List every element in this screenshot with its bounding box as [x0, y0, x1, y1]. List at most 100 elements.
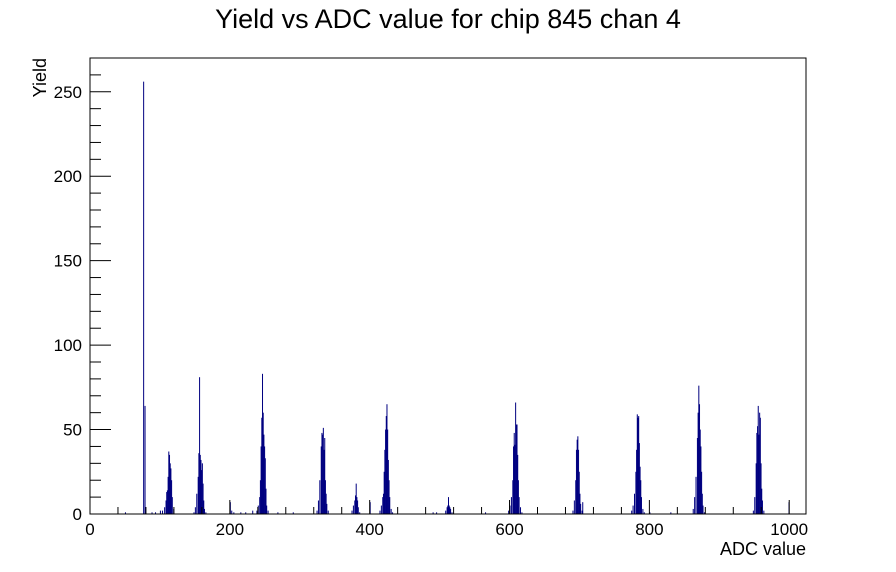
histogram-bar — [513, 446, 515, 514]
histogram-bar — [649, 512, 651, 514]
histogram-bar — [357, 507, 359, 514]
histogram-bar — [696, 438, 698, 514]
histogram-bar — [758, 434, 760, 514]
histogram-bar — [577, 436, 579, 514]
histogram-bar — [265, 488, 267, 514]
histogram-bar — [759, 417, 761, 514]
histogram-bar — [201, 470, 203, 514]
histogram-bar — [164, 507, 166, 514]
plot-frame — [89, 57, 807, 515]
x-tick-label: 200 — [216, 520, 244, 539]
histogram-bar — [292, 512, 294, 514]
histogram-bar — [231, 510, 233, 514]
histogram-bar — [266, 505, 268, 514]
histogram-bar — [264, 446, 266, 514]
histogram-bar — [450, 508, 452, 514]
histogram-bar — [252, 510, 254, 514]
histogram-bar — [694, 497, 696, 514]
histogram-bar — [632, 505, 634, 514]
histogram-bar — [169, 454, 171, 514]
histogram-bar — [521, 512, 523, 514]
histogram-bar — [319, 480, 321, 514]
histogram-bar — [448, 505, 450, 514]
histogram-bar — [262, 412, 264, 514]
histogram-bar — [692, 508, 694, 514]
histogram-bar — [510, 497, 512, 514]
histogram-bar — [633, 493, 635, 514]
histogram-bar — [385, 416, 387, 514]
histogram-bar — [166, 492, 168, 514]
histogram-bar — [327, 510, 329, 514]
histogram-bar — [380, 505, 382, 514]
histogram-bar — [386, 404, 388, 514]
histogram-bar — [261, 417, 263, 514]
histogram-bar — [449, 507, 451, 514]
histogram-bar — [356, 497, 358, 514]
histogram-bar — [352, 505, 354, 514]
histogram-bar — [643, 512, 645, 514]
histogram-bar — [515, 402, 517, 514]
histogram-bar — [200, 459, 202, 514]
histogram-bar — [320, 446, 322, 514]
histogram-bar — [485, 512, 487, 514]
x-tick-label: 400 — [356, 520, 384, 539]
histogram-bar — [575, 480, 577, 514]
histogram-bar — [763, 510, 765, 514]
histogram-bar — [580, 503, 582, 514]
histogram-bar — [756, 432, 758, 514]
histogram-bar — [701, 493, 703, 514]
histogram-bar — [760, 463, 762, 514]
histogram-bar — [701, 471, 703, 514]
histogram-bar — [201, 463, 203, 514]
histogram-bar — [575, 449, 577, 514]
histogram-bar — [761, 500, 763, 514]
histogram-bar — [631, 510, 633, 514]
histogram-bar — [636, 449, 638, 514]
x-axis: 0 200 400 600 800 1000 — [85, 500, 808, 539]
histogram-bar — [700, 446, 702, 514]
histogram-bar — [196, 493, 198, 514]
histogram-bar — [508, 510, 510, 514]
histogram-bar — [354, 500, 356, 514]
histogram-bar — [351, 510, 353, 514]
y-tick-label: 0 — [73, 505, 82, 524]
histogram-bar — [267, 510, 269, 514]
histogram-bar — [516, 424, 518, 514]
histogram-bar — [233, 512, 235, 514]
histogram-bar — [326, 503, 328, 514]
histogram-bar — [202, 483, 204, 514]
histogram-bar — [240, 512, 242, 514]
histogram-bar — [436, 512, 438, 514]
histogram-bar — [578, 471, 580, 514]
histogram-bar — [198, 453, 200, 514]
histogram-bar — [277, 512, 279, 514]
histogram-bar — [515, 424, 517, 514]
histogram-bar — [203, 500, 205, 514]
histogram-bar — [262, 373, 264, 514]
histogram-bar — [759, 412, 761, 514]
histogram-bar — [369, 502, 371, 514]
histogram-bar — [382, 497, 384, 514]
histogram-bar — [518, 497, 520, 514]
histogram-bar — [166, 490, 168, 514]
histogram-bar — [581, 510, 583, 514]
histogram-bar — [322, 434, 324, 514]
histogram-bar — [579, 493, 581, 514]
histogram-bar — [169, 463, 171, 514]
histogram-bar — [390, 508, 392, 514]
histogram-bar — [517, 454, 519, 514]
x-tick-label: 800 — [635, 520, 663, 539]
histogram-bar — [757, 405, 759, 514]
histogram-bar — [576, 439, 578, 514]
histogram-bar — [445, 510, 447, 514]
histogram-bar — [162, 510, 164, 514]
histogram-bar — [357, 500, 359, 514]
histogram-bar — [359, 512, 361, 514]
histogram-bar — [260, 446, 262, 514]
histogram-bar — [636, 414, 638, 514]
histogram-bar — [699, 404, 701, 514]
y-tick-label: 250 — [54, 83, 82, 102]
histogram-bar — [193, 512, 195, 514]
histogram-bar — [642, 508, 644, 514]
